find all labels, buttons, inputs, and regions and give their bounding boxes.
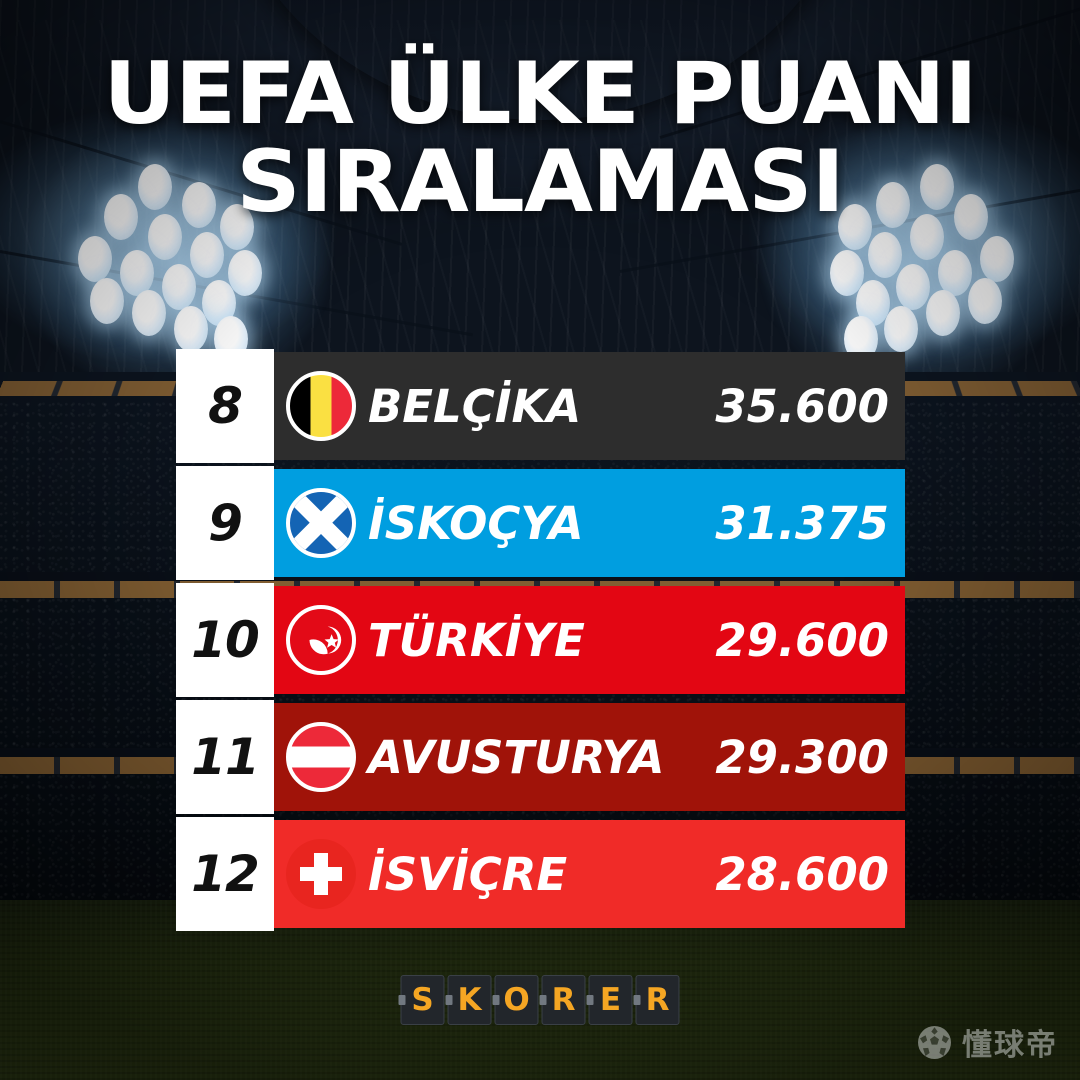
logo-tile: E: [586, 975, 633, 1025]
watermark-text: 懂球帝: [962, 1028, 1058, 1063]
country-name: AVUSTURYA: [368, 730, 665, 784]
turkey-flag: [286, 605, 356, 675]
rank-number: 8: [208, 377, 243, 435]
logo-tile: R: [539, 975, 586, 1025]
logo-letter: R: [645, 982, 670, 1018]
rank-box: 9: [176, 466, 274, 580]
logo-letter: O: [503, 982, 530, 1018]
rank-number: 9: [208, 494, 243, 552]
country-name: TÜRKİYE: [368, 613, 585, 667]
flag-container: [274, 488, 368, 558]
rank-number: 11: [191, 728, 260, 786]
pitch: [0, 900, 1080, 1080]
flag-container: [274, 722, 368, 792]
soccer-ball-icon: [918, 1025, 951, 1059]
ranking-row[interactable]: 12 İSVİÇRE 28.600: [0, 817, 1080, 931]
watermark: 懂球帝: [918, 1020, 1058, 1064]
logo-letter: K: [457, 982, 482, 1018]
rank-box: 12: [176, 817, 274, 931]
country-points: 29.600: [715, 613, 889, 667]
switzerland-flag: [286, 839, 356, 909]
country-bar: BELÇİKA 35.600: [274, 352, 905, 460]
title-line-1: UEFA ÜLKE PUANI: [103, 44, 977, 144]
flag-container: [274, 839, 368, 909]
rank-box: 8: [176, 349, 274, 463]
scotland-flag: [286, 488, 356, 558]
page-title: UEFA ÜLKE PUANI SIRALAMASI: [0, 44, 1080, 232]
ranking-row[interactable]: 10 TÜRKİYE 29.600: [0, 583, 1080, 697]
logo-tile: R: [633, 975, 680, 1025]
rank-number: 12: [191, 845, 260, 903]
logo-letter: S: [411, 982, 434, 1018]
belgium-flag: [286, 371, 356, 441]
country-points: 31.375: [715, 496, 889, 550]
country-name: İSKOÇYA: [368, 496, 584, 550]
flag-container: [274, 605, 368, 675]
austria-flag: [286, 722, 356, 792]
ranking-row[interactable]: 8 BELÇİKA 35.600: [0, 349, 1080, 463]
ranking-row[interactable]: 11 AVUSTURYA 29.300: [0, 700, 1080, 814]
logo-tile: K: [445, 975, 492, 1025]
country-points: 35.600: [715, 379, 889, 433]
country-bar: TÜRKİYE 29.600: [274, 586, 905, 694]
skorer-logo[interactable]: S K O R E R: [398, 975, 680, 1025]
logo-letter: E: [599, 982, 622, 1018]
logo-tile: S: [398, 975, 445, 1025]
country-bar: İSVİÇRE 28.600: [274, 820, 905, 928]
rank-box: 10: [176, 583, 274, 697]
ranking-list: 8 BELÇİKA 35.600 9 İSKOÇYA: [0, 349, 1080, 937]
country-bar: İSKOÇYA 31.375: [274, 469, 905, 577]
title-line-2: SIRALAMASI: [236, 132, 845, 232]
flag-container: [274, 371, 368, 441]
country-points: 28.600: [715, 847, 889, 901]
logo-tile: O: [492, 975, 539, 1025]
rank-box: 11: [176, 700, 274, 814]
country-name: İSVİÇRE: [368, 847, 568, 901]
country-bar: AVUSTURYA 29.300: [274, 703, 905, 811]
country-name: BELÇİKA: [368, 379, 582, 433]
country-points: 29.300: [715, 730, 889, 784]
rank-number: 10: [191, 611, 260, 669]
ranking-row[interactable]: 9 İSKOÇYA 31.375: [0, 466, 1080, 580]
logo-letter: R: [551, 982, 576, 1018]
